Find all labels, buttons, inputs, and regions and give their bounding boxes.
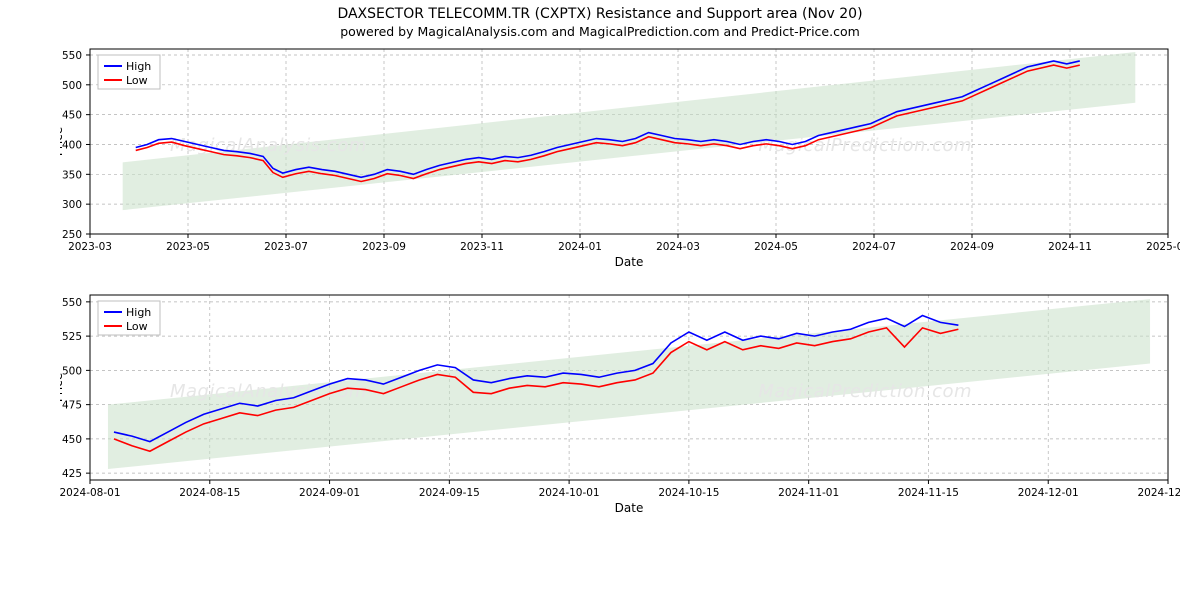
y-tick-label: 550 xyxy=(62,297,82,309)
chart-title: DAXSECTOR TELECOMM.TR (CXPTX) Resistance… xyxy=(0,0,1200,22)
x-tick-label: 2024-07 xyxy=(852,241,896,253)
x-tick-label: 2024-11-01 xyxy=(778,487,839,499)
x-tick-label: 2024-09-15 xyxy=(419,487,480,499)
chart-container: DAXSECTOR TELECOMM.TR (CXPTX) Resistance… xyxy=(0,0,1200,600)
y-tick-label: 450 xyxy=(62,110,82,122)
x-tick-label: 2024-08-01 xyxy=(60,487,121,499)
x-tick-label: 2025-01 xyxy=(1146,241,1180,253)
y-tick-label: 425 xyxy=(62,468,82,480)
x-tick-label: 2024-09 xyxy=(950,241,994,253)
watermark: MagicalPrediction.com xyxy=(758,381,972,402)
y-tick-label: 525 xyxy=(62,331,82,343)
x-tick-label: 2024-01 xyxy=(558,241,602,253)
x-tick-label: 2024-10-15 xyxy=(658,487,719,499)
bottom-chart: MagicalAnalysis.comMagicalPrediction.com… xyxy=(60,287,1180,527)
bottom-chart-svg: MagicalAnalysis.comMagicalPrediction.com… xyxy=(60,287,1180,527)
x-axis-label: Date xyxy=(615,501,644,515)
y-tick-label: 300 xyxy=(62,199,82,211)
x-tick-label: 2024-05 xyxy=(754,241,798,253)
top-chart: MagicalAnalysis.comMagicalPrediction.com… xyxy=(60,41,1180,281)
x-tick-label: 2024-03 xyxy=(656,241,700,253)
x-tick-label: 2023-09 xyxy=(362,241,406,253)
x-tick-label: 2023-11 xyxy=(460,241,504,253)
x-tick-label: 2024-09-01 xyxy=(299,487,360,499)
x-tick-label: 2024-10-01 xyxy=(539,487,600,499)
x-tick-label: 2024-12-01 xyxy=(1018,487,1079,499)
legend-high-label: High xyxy=(126,60,151,73)
x-tick-label: 2024-08-15 xyxy=(179,487,240,499)
x-tick-label: 2024-12-15 xyxy=(1137,487,1180,499)
x-tick-label: 2023-03 xyxy=(68,241,112,253)
legend-low-label: Low xyxy=(126,74,148,87)
x-axis-label: Date xyxy=(615,255,644,269)
y-tick-label: 350 xyxy=(62,169,82,181)
y-tick-label: 450 xyxy=(62,434,82,446)
chart-subtitle: powered by MagicalAnalysis.com and Magic… xyxy=(0,22,1200,41)
x-tick-label: 2024-11-15 xyxy=(898,487,959,499)
x-tick-label: 2024-11 xyxy=(1048,241,1092,253)
y-tick-label: 250 xyxy=(62,229,82,241)
x-tick-label: 2023-07 xyxy=(264,241,308,253)
y-axis-label: Price xyxy=(60,373,65,402)
y-tick-label: 550 xyxy=(62,50,82,62)
legend-high-label: High xyxy=(126,306,151,319)
y-axis-label: Price xyxy=(60,127,65,156)
legend-low-label: Low xyxy=(126,320,148,333)
watermark: MagicalPrediction.com xyxy=(758,135,972,156)
y-tick-label: 500 xyxy=(62,80,82,92)
top-chart-svg: MagicalAnalysis.comMagicalPrediction.com… xyxy=(60,41,1180,281)
x-tick-label: 2023-05 xyxy=(166,241,210,253)
